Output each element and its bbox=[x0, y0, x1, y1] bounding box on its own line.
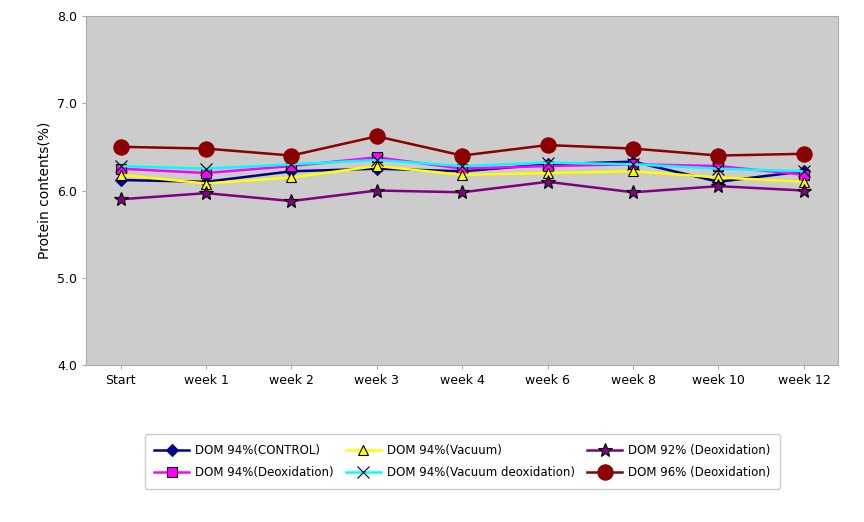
DOM 94%(Vacuum deoxidation) bbox=[372, 157, 382, 163]
DOM 96% (Deoxidation) bbox=[286, 152, 296, 159]
DOM 96% (Deoxidation) bbox=[457, 152, 467, 159]
DOM 94%(Vacuum) bbox=[798, 179, 809, 185]
DOM 94%(Deoxidation) bbox=[457, 165, 467, 172]
DOM 94%(CONTROL) bbox=[628, 159, 638, 165]
DOM 94%(CONTROL) bbox=[372, 165, 382, 172]
DOM 94%(CONTROL) bbox=[200, 179, 211, 185]
DOM 94%(Vacuum deoxidation) bbox=[543, 159, 553, 165]
Line: DOM 92% (Deoxidation): DOM 92% (Deoxidation) bbox=[114, 175, 810, 208]
DOM 94%(Vacuum deoxidation) bbox=[200, 165, 211, 172]
Line: DOM 94%(Vacuum deoxidation): DOM 94%(Vacuum deoxidation) bbox=[115, 155, 810, 177]
DOM 94%(Deoxidation) bbox=[543, 163, 553, 169]
DOM 94%(Deoxidation) bbox=[798, 172, 809, 178]
DOM 94%(Vacuum) bbox=[116, 172, 126, 178]
DOM 94%(Vacuum) bbox=[714, 174, 724, 181]
DOM 92% (Deoxidation) bbox=[543, 179, 553, 185]
DOM 94%(Vacuum deoxidation) bbox=[286, 161, 296, 168]
DOM 94%(Vacuum) bbox=[372, 163, 382, 169]
Y-axis label: Protein contents(%): Protein contents(%) bbox=[38, 122, 52, 259]
DOM 94%(CONTROL) bbox=[798, 168, 809, 174]
DOM 96% (Deoxidation) bbox=[798, 151, 809, 157]
Line: DOM 94%(Vacuum): DOM 94%(Vacuum) bbox=[116, 161, 809, 188]
Legend: DOM 94%(CONTROL), DOM 94%(Deoxidation), DOM 94%(Vacuum), DOM 94%(Vacuum deoxidat: DOM 94%(CONTROL), DOM 94%(Deoxidation), … bbox=[144, 434, 780, 489]
DOM 94%(Vacuum) bbox=[200, 181, 211, 187]
DOM 94%(CONTROL) bbox=[543, 161, 553, 168]
DOM 96% (Deoxidation) bbox=[200, 146, 211, 152]
DOM 94%(Vacuum deoxidation) bbox=[798, 168, 809, 174]
DOM 94%(Deoxidation) bbox=[714, 163, 724, 169]
DOM 94%(CONTROL) bbox=[714, 179, 724, 185]
DOM 96% (Deoxidation) bbox=[628, 146, 638, 152]
DOM 94%(Vacuum deoxidation) bbox=[116, 163, 126, 169]
DOM 92% (Deoxidation) bbox=[628, 189, 638, 195]
DOM 94%(Deoxidation) bbox=[628, 161, 638, 168]
Line: DOM 94%(Deoxidation): DOM 94%(Deoxidation) bbox=[116, 152, 809, 180]
DOM 92% (Deoxidation) bbox=[372, 187, 382, 194]
DOM 92% (Deoxidation) bbox=[116, 196, 126, 203]
DOM 92% (Deoxidation) bbox=[714, 183, 724, 189]
DOM 94%(Vacuum) bbox=[457, 172, 467, 178]
DOM 96% (Deoxidation) bbox=[372, 133, 382, 139]
DOM 92% (Deoxidation) bbox=[798, 187, 809, 194]
Line: DOM 96% (Deoxidation): DOM 96% (Deoxidation) bbox=[113, 129, 811, 163]
DOM 96% (Deoxidation) bbox=[714, 152, 724, 159]
DOM 94%(Deoxidation) bbox=[372, 154, 382, 160]
DOM 92% (Deoxidation) bbox=[457, 189, 467, 195]
DOM 94%(Vacuum deoxidation) bbox=[457, 163, 467, 169]
DOM 94%(Vacuum) bbox=[286, 174, 296, 181]
DOM 94%(Vacuum) bbox=[543, 170, 553, 176]
DOM 94%(CONTROL) bbox=[457, 168, 467, 174]
DOM 94%(Vacuum deoxidation) bbox=[628, 161, 638, 168]
DOM 96% (Deoxidation) bbox=[116, 144, 126, 150]
DOM 94%(Deoxidation) bbox=[200, 170, 211, 176]
DOM 96% (Deoxidation) bbox=[543, 142, 553, 148]
DOM 94%(CONTROL) bbox=[116, 177, 126, 183]
DOM 94%(CONTROL) bbox=[286, 168, 296, 174]
DOM 94%(Deoxidation) bbox=[116, 165, 126, 172]
DOM 92% (Deoxidation) bbox=[200, 190, 211, 196]
DOM 94%(Deoxidation) bbox=[286, 163, 296, 169]
DOM 92% (Deoxidation) bbox=[286, 198, 296, 204]
DOM 94%(Vacuum deoxidation) bbox=[714, 165, 724, 172]
DOM 94%(Vacuum) bbox=[628, 168, 638, 174]
Line: DOM 94%(CONTROL): DOM 94%(CONTROL) bbox=[117, 158, 808, 186]
